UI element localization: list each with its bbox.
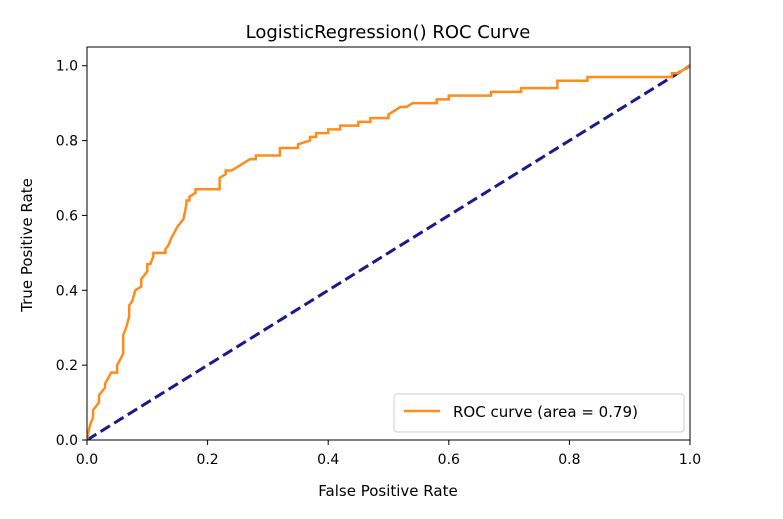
y-tick-label: 0.8 [56, 134, 78, 150]
chance-diagonal-line [87, 64, 691, 440]
legend-label-roc: ROC curve (area = 0.79) [453, 403, 638, 421]
plot-frame [86, 46, 691, 441]
chart-title: LogisticRegression() ROC Curve [246, 22, 531, 43]
roc-curve-line [87, 64, 691, 440]
x-tick-label: 0.4 [317, 452, 339, 468]
y-axis-label: True Positive Rate [18, 178, 36, 313]
y-tick-label: 0.2 [56, 358, 78, 374]
y-axis: 0.0 0.2 0.4 0.6 0.8 1.0 [56, 59, 87, 449]
y-tick-label: 0.0 [56, 433, 78, 449]
y-tick-label: 1.0 [56, 59, 78, 75]
x-tick-label: 0.8 [558, 452, 580, 468]
y-tick-label: 0.4 [56, 283, 78, 299]
x-tick-label: 1.0 [679, 452, 701, 468]
y-tick-label: 0.6 [56, 208, 78, 224]
x-tick-label: 0.2 [196, 452, 218, 468]
x-tick-label: 0.6 [438, 452, 460, 468]
x-tick-label: 0.0 [76, 452, 98, 468]
plot-area [87, 64, 691, 440]
legend: ROC curve (area = 0.79) [393, 393, 685, 433]
x-axis-label: False Positive Rate [318, 482, 457, 500]
x-axis: 0.0 0.2 0.4 0.6 0.8 1.0 [76, 440, 701, 468]
legend-box [393, 393, 685, 433]
